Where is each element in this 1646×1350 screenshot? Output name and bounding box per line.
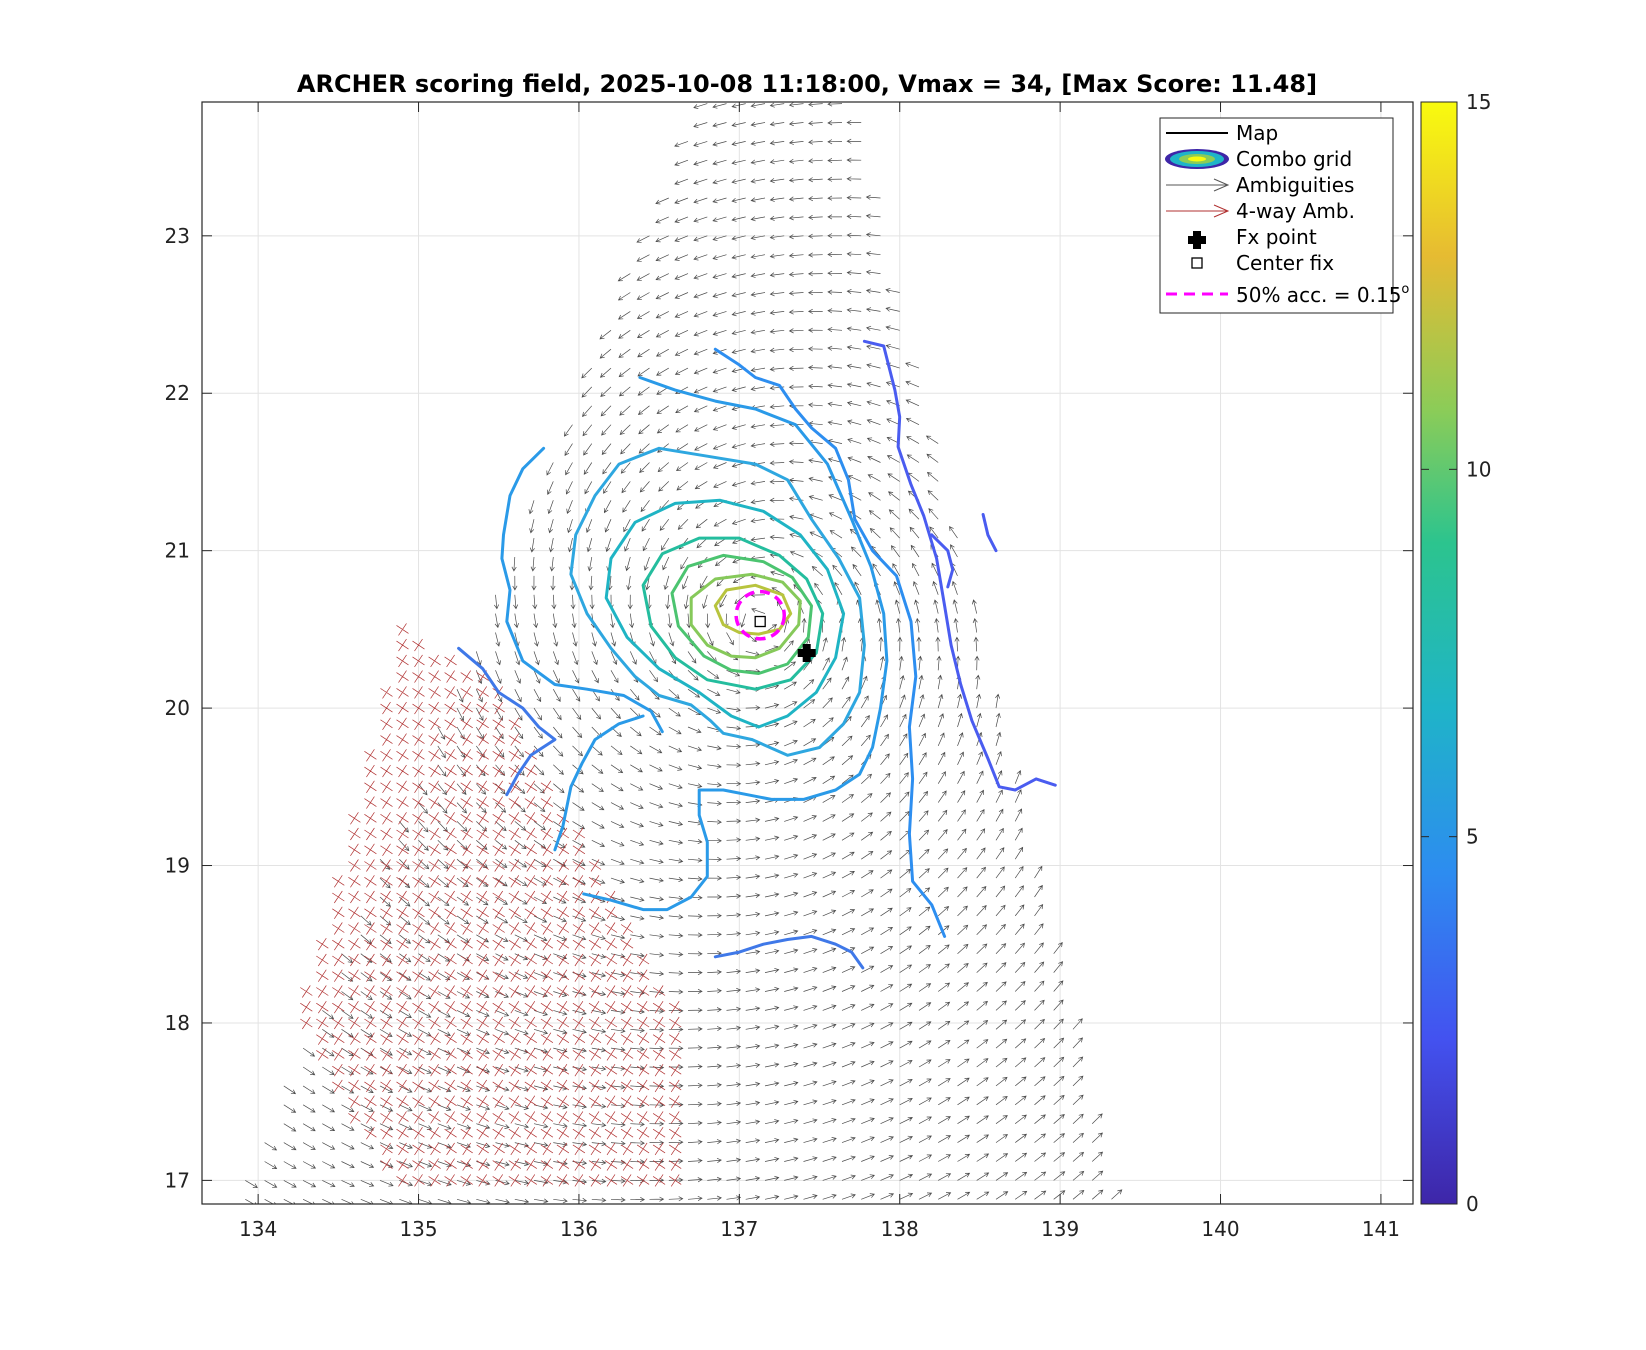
legend-label-4way: 4-way Amb. — [1236, 199, 1355, 223]
score-contour-6 — [500, 446, 664, 734]
colorbar-ticks: 0 5 10 15 — [1421, 90, 1491, 1216]
score-contour-10 — [604, 498, 846, 729]
score-contour-11 — [641, 536, 825, 691]
accuracy-circle — [734, 589, 786, 641]
legend-label-accuracy: 50% acc. = 0.15o — [1236, 282, 1409, 307]
y-tick-label: 23 — [165, 224, 190, 248]
legend-label-map: Map — [1236, 121, 1278, 145]
score-contour-13 — [689, 572, 802, 660]
legend-box — [1159, 117, 1394, 314]
score-contour-5 — [713, 347, 947, 938]
legend-label-ambiguities: Ambiguities — [1236, 173, 1354, 197]
score-contour-2 — [981, 513, 998, 553]
four-way-ambiguity-field — [300, 623, 682, 1187]
y-tick-label: 18 — [165, 1011, 190, 1035]
four-way-ambiguity-crosses — [300, 623, 682, 1187]
x-tick-label: 134 — [239, 1217, 277, 1241]
legend-label-combo-grid: Combo grid — [1236, 147, 1352, 171]
chart-title: ARCHER scoring field, 2025-10-08 11:18:0… — [297, 70, 1317, 98]
legend: Map Combo grid Ambiguities 4-way Amb. Fx… — [1159, 117, 1409, 314]
score-contour-7 — [553, 714, 645, 852]
plot-frame — [201, 101, 1414, 1205]
x-tick-label: 139 — [1041, 1217, 1079, 1241]
colorbar-tick-label: 10 — [1466, 457, 1491, 481]
x-tick-label: 141 — [1362, 1217, 1400, 1241]
legend-label-accuracy-text: 50% acc. = 0.15 — [1236, 283, 1401, 307]
x-tick-label: 137 — [720, 1217, 758, 1241]
y-tick-label: 17 — [165, 1168, 190, 1192]
y-tick-label: 20 — [165, 696, 190, 720]
legend-symbol-4way — [1166, 204, 1230, 218]
score-contour-3 — [457, 646, 557, 797]
center-fix-marker — [754, 615, 766, 628]
score-contour-12 — [670, 553, 813, 675]
x-tick-label: 135 — [399, 1217, 437, 1241]
x-tick-label: 138 — [881, 1217, 919, 1241]
score-contour-0 — [862, 339, 1057, 792]
x-tick-label: 136 — [560, 1217, 598, 1241]
legend-label-center-fix: Center fix — [1236, 251, 1334, 275]
legend-label-accuracy-degree: o — [1401, 282, 1409, 297]
legend-symbol-combo-grid — [1165, 149, 1229, 169]
score-contour-1 — [930, 533, 955, 589]
axis-ticks: 134 135 136 137 138 139 140 141 17 18 19 20 21 22 23 — [165, 102, 1413, 1241]
score-contour-4 — [713, 934, 865, 970]
fx-point-marker — [797, 644, 816, 662]
score-contour-8 — [582, 376, 889, 912]
score-contours — [457, 339, 1057, 970]
legend-symbol-ambiguities — [1166, 178, 1230, 192]
colorbar-tick-label: 15 — [1466, 90, 1491, 114]
score-contour-9 — [569, 446, 866, 757]
colorbar-tick-label: 5 — [1466, 825, 1479, 849]
y-tick-label: 21 — [165, 539, 190, 563]
ambiguity-arrows — [245, 102, 1123, 1204]
colorbar — [1420, 101, 1458, 1205]
legend-label-fx-point: Fx point — [1236, 225, 1317, 249]
y-tick-label: 22 — [165, 381, 190, 405]
wind-vector-field — [245, 102, 1123, 1204]
fix-markers — [734, 589, 816, 662]
colorbar-tick-label: 0 — [1466, 1192, 1479, 1216]
y-tick-label: 19 — [165, 854, 190, 878]
x-tick-label: 140 — [1201, 1217, 1239, 1241]
legend-symbol-fx-point — [1188, 231, 1206, 249]
legend-symbol-center-fix — [1191, 257, 1203, 269]
